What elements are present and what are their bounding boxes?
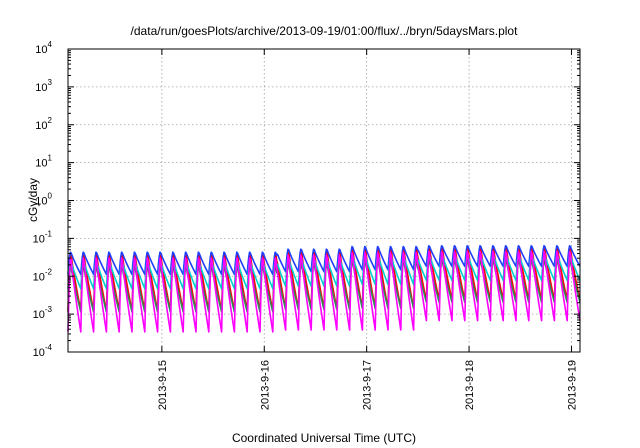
y-tick-label: 10-3 [33, 305, 53, 321]
y-tick-label: 102 [35, 116, 52, 132]
y-axis-label: cGy/day [26, 178, 40, 222]
x-tick-label: 2013-9-18 [464, 360, 476, 410]
x-axis-label: Coordinated Universal Time (UTC) [232, 431, 416, 445]
series-line [67, 245, 581, 276]
series-line [67, 250, 581, 333]
tick-layer: 10-4 10-3 10-2 10-1 100 101 102 103 104 2013-9-15… [33, 40, 580, 410]
y-tick-label: 104 [35, 40, 52, 56]
y-tick-label: 101 [35, 154, 52, 170]
x-tick-label: 2013-9-16 [259, 360, 271, 410]
y-tick-label: 100 [35, 192, 52, 208]
y-tick-label: 10-2 [33, 267, 53, 283]
x-tick-label: 2013-9-15 [157, 360, 169, 410]
x-tick-label: 2013-9-19 [566, 360, 578, 410]
series-layer [67, 245, 581, 333]
x-tick-label: 2013-9-17 [362, 360, 374, 410]
y-tick-label: 10-4 [33, 343, 53, 359]
chart-title: /data/run/goesPlots/archive/2013-09-19/0… [131, 24, 519, 38]
y-tick-label: 10-1 [33, 229, 53, 245]
y-tick-label: 103 [35, 78, 52, 94]
